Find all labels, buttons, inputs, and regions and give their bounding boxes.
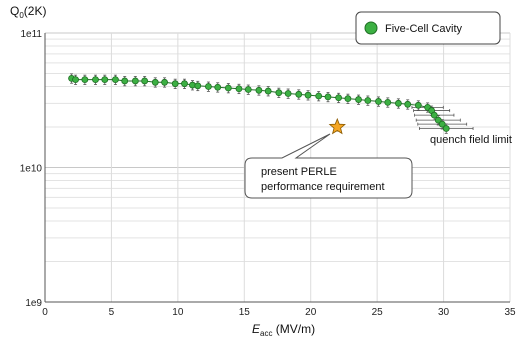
data-point: [304, 91, 312, 99]
y-tick-label: 1e11: [20, 29, 42, 40]
data-point: [131, 77, 139, 85]
data-point: [112, 76, 119, 84]
y-axis-title-sub: 0: [19, 11, 24, 20]
data-point: [264, 87, 272, 95]
data-point: [72, 76, 79, 84]
x-axis-title-rest: (MV/m): [272, 322, 315, 336]
data-point: [434, 116, 442, 124]
legend-box: [355, 11, 501, 45]
y-axis-title-base: Q: [10, 4, 19, 18]
legend: Five-Cell Cavity: [355, 11, 501, 45]
y-axis-title-rest: (2K): [24, 4, 47, 18]
requirement-star-icon: [328, 117, 346, 135]
data-point: [295, 90, 303, 98]
legend-label: Five-Cell Cavity: [385, 23, 463, 35]
x-axis-title-sub: acc: [260, 329, 272, 338]
x-tick-label: 30: [438, 307, 450, 318]
x-tick-label: 25: [372, 307, 384, 318]
data-point: [344, 95, 352, 103]
data-point: [384, 98, 392, 106]
data-point: [355, 96, 362, 103]
y-axis-title: Q0(2K): [10, 4, 46, 20]
y-tick-label: 1e9: [25, 298, 42, 309]
x-tick-label: 35: [504, 307, 516, 318]
legend-marker: [364, 21, 378, 35]
data-point: [364, 97, 372, 104]
data-point: [442, 125, 450, 132]
data-point: [438, 120, 446, 128]
data-point: [315, 92, 323, 100]
x-tick-label: 15: [239, 307, 251, 318]
data-point: [214, 83, 222, 91]
data-point: [324, 93, 332, 101]
data-point: [244, 86, 252, 93]
data-point: [161, 78, 168, 86]
data-point: [151, 78, 159, 86]
x-axis-title: Eacc (MV/m): [252, 322, 315, 338]
data-point: [81, 76, 89, 84]
data-point: [414, 101, 422, 109]
data-point: [92, 76, 99, 84]
data-point: [224, 84, 232, 92]
data-point: [171, 80, 179, 88]
data-point: [394, 99, 402, 107]
x-tick-label: 0: [42, 307, 48, 318]
y-tick-label: 1e10: [20, 164, 43, 175]
data-layer: [68, 73, 474, 135]
data-point: [275, 89, 283, 97]
x-tick-label: 20: [305, 307, 317, 318]
axes-layer: [44, 33, 510, 303]
x-axis-title-base: E: [252, 322, 261, 336]
data-point: [284, 90, 292, 97]
data-point: [181, 80, 188, 88]
requirement-callout-box: [244, 133, 413, 199]
tick-labels: 0 5 10 15 20 25 30 35 1e9 1e10 1e11: [20, 29, 516, 318]
data-point: [375, 98, 382, 105]
requirement-label-line-2: performance requirement: [261, 181, 385, 193]
data-point: [255, 86, 263, 94]
requirement-callout: present PERLE performance requirement: [244, 133, 413, 199]
data-point: [205, 83, 212, 90]
data-point: [141, 77, 149, 85]
data-point: [404, 100, 412, 108]
x-tick-label: 10: [172, 307, 184, 318]
data-point: [121, 77, 129, 85]
data-point: [235, 85, 243, 93]
x-tick-label: 5: [109, 307, 115, 318]
data-point: [101, 76, 109, 84]
data-point: [194, 82, 202, 90]
quench-limit-label: quench field limit: [430, 134, 512, 146]
requirement-label-line-1: present PERLE: [261, 166, 337, 178]
data-point: [335, 94, 343, 102]
data-point: [430, 111, 438, 119]
